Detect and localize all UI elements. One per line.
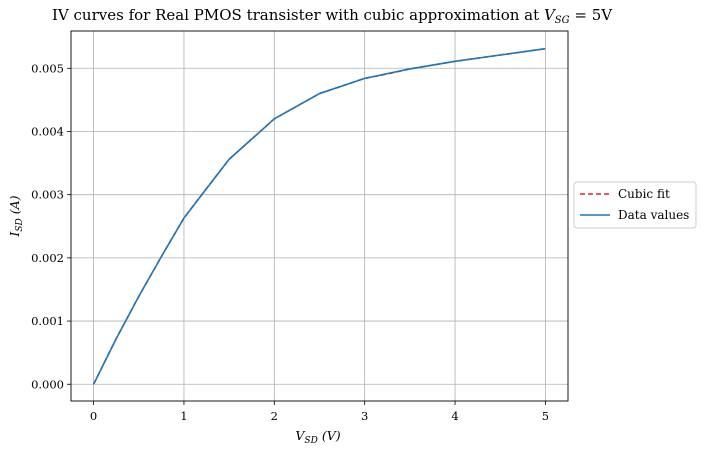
chart-title-text: IV curves for Real PMOS transister with … xyxy=(52,6,544,24)
y-tick-label-2: 0.002 xyxy=(31,251,64,265)
x-axis-label-unit: (V) xyxy=(322,428,341,443)
y-tick-label-4: 0.004 xyxy=(31,124,64,138)
y-tick-label-1: 0.001 xyxy=(31,314,64,328)
chart-title-rest: = 5V xyxy=(570,6,614,24)
series-line-cubic-fit xyxy=(92,47,546,385)
x-tick-label-0: 0 xyxy=(90,409,97,423)
x-tick-label-3: 3 xyxy=(361,409,368,423)
chart-title: IV curves for Real PMOS transister with … xyxy=(52,6,613,26)
x-tick-label-2: 2 xyxy=(271,409,278,423)
legend-label-data-values: Data values xyxy=(618,208,689,222)
x-axis-label-var: V xyxy=(295,428,306,443)
y-axis-label-sub: SD xyxy=(15,218,25,231)
y-axis-label: ISD (A) xyxy=(7,195,25,237)
x-axis-label-sub: SD xyxy=(304,436,317,446)
plot-frame xyxy=(70,30,569,402)
y-tick-label-0: 0.000 xyxy=(31,377,64,391)
chart-title-sub: SG xyxy=(555,15,570,26)
x-tick-label-4: 4 xyxy=(451,409,458,423)
y-axis-label-unit: (A) xyxy=(7,195,22,214)
legend: Cubic fit Data values xyxy=(573,181,697,229)
y-axis-label-var: I xyxy=(7,231,22,238)
x-axis-label: VSD (V) xyxy=(295,428,340,446)
plot-area: 0 1 2 3 4 5 0.000 0.001 0.002 0.003 0.004 0.005 xyxy=(31,30,569,423)
chart-title-var: V xyxy=(544,6,557,24)
legend-label-cubic-fit: Cubic fit xyxy=(618,187,670,201)
y-tick-label-3: 0.003 xyxy=(31,188,64,202)
y-tick-label-5: 0.005 xyxy=(31,61,64,75)
x-tick-label-1: 1 xyxy=(180,409,187,423)
x-tick-label-5: 5 xyxy=(542,409,549,423)
series-line-data-values xyxy=(92,47,546,385)
